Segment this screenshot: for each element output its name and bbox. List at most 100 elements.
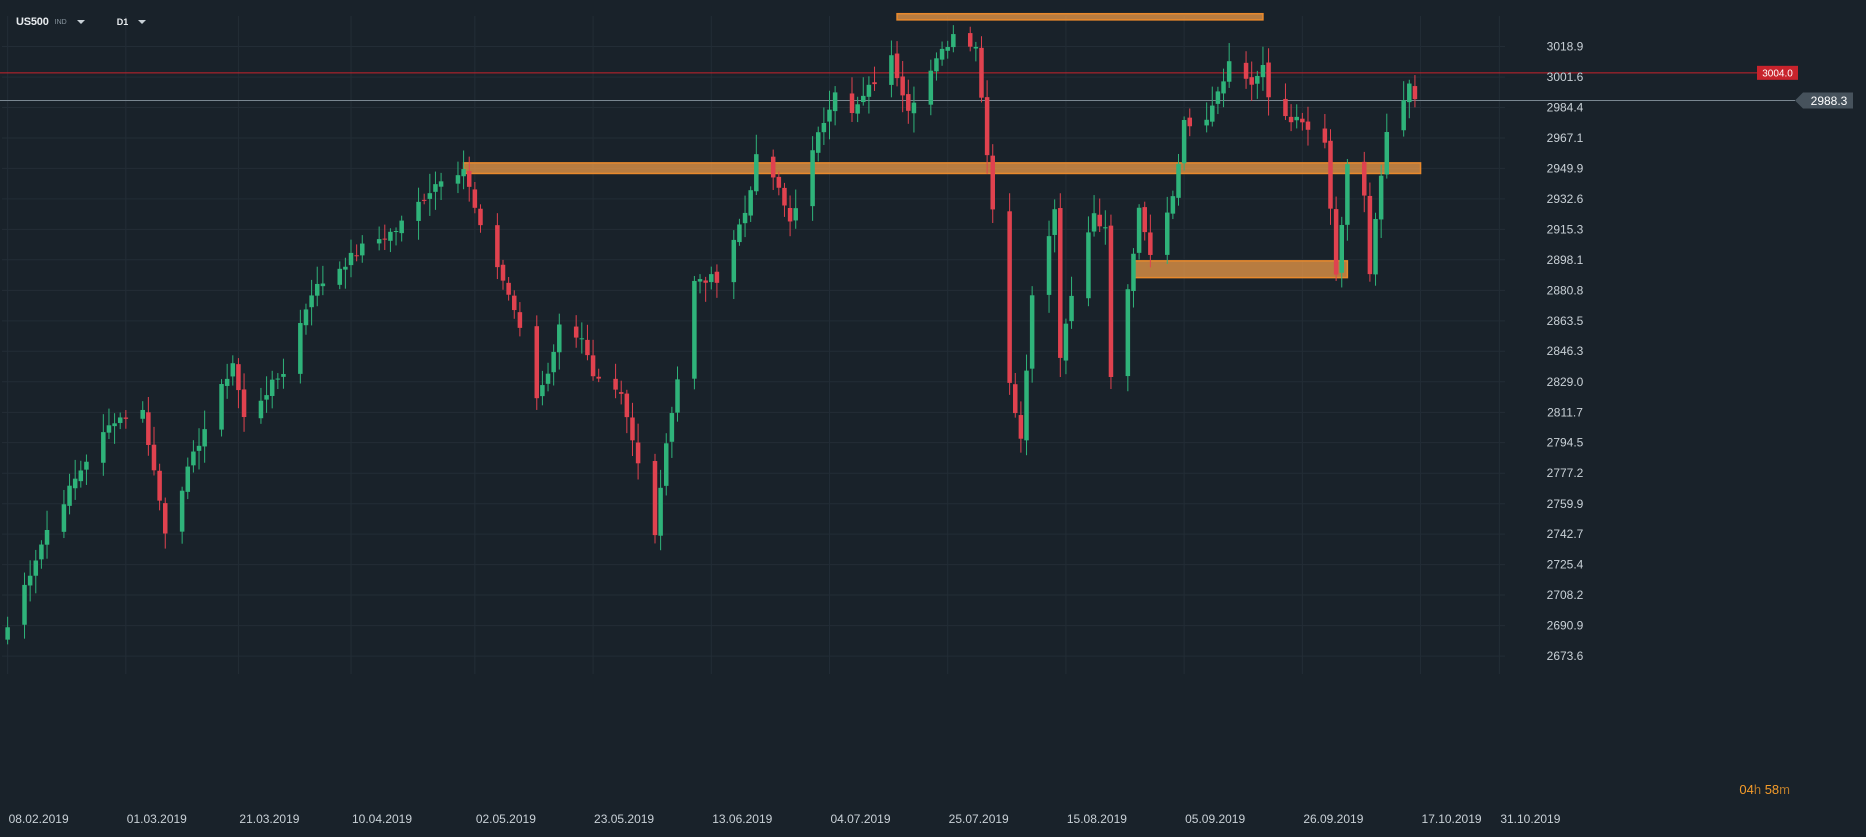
- y-tick-label: 2794.5: [1547, 436, 1584, 450]
- candle-up: [1029, 295, 1035, 369]
- candle-up: [1024, 370, 1029, 441]
- candle-up: [1125, 289, 1131, 377]
- candlesticks: [5, 25, 1418, 645]
- candle-up: [692, 280, 697, 379]
- candle-up: [320, 283, 326, 287]
- x-tick-label: 31.10.2019: [1500, 812, 1560, 826]
- candle-up: [202, 429, 207, 447]
- candle-up: [438, 181, 444, 187]
- candle-up: [191, 451, 196, 466]
- candle-up: [258, 400, 264, 419]
- countdown-minutes: 58: [1764, 782, 1780, 797]
- candle-up: [179, 490, 185, 532]
- candle-up: [669, 413, 675, 442]
- candle-down: [1283, 98, 1288, 117]
- candle-up: [545, 373, 551, 384]
- candle-down: [849, 93, 855, 114]
- candle-up: [196, 445, 202, 451]
- price-labels: 3004.0 2988.3: [1757, 65, 1853, 109]
- candle-up: [224, 378, 230, 386]
- candle-up: [33, 560, 39, 576]
- candle-down: [596, 376, 601, 379]
- candle-down: [630, 417, 635, 441]
- symbol-name[interactable]: US500: [16, 16, 49, 28]
- timeframe-selector[interactable]: D1: [117, 17, 147, 27]
- y-tick-label: 2742.7: [1547, 527, 1584, 541]
- candle-down: [1322, 128, 1328, 143]
- y-axis: 2673.6 2690.9 2708.2 2725.4 2742.7 2759.9 2777…: [1547, 40, 1584, 664]
- instrument-type-badge: IND: [54, 18, 67, 26]
- candle-up: [84, 461, 89, 470]
- price-zone: [896, 12, 1264, 21]
- candle-down: [1305, 121, 1311, 130]
- candle-up: [748, 190, 753, 216]
- candle-up: [1069, 295, 1074, 322]
- price-zone: [1132, 260, 1349, 279]
- candle-down: [872, 82, 877, 85]
- candle-down: [967, 33, 973, 47]
- candle-down: [782, 187, 787, 206]
- candle-down: [1148, 232, 1153, 255]
- candle-up: [934, 58, 939, 72]
- candle-up: [821, 123, 827, 133]
- candle-up: [433, 184, 438, 192]
- candle-up: [230, 363, 236, 377]
- candle-down: [241, 389, 247, 418]
- candle-down: [590, 355, 596, 377]
- candle-down: [1187, 117, 1193, 127]
- candle-down: [635, 442, 641, 464]
- candle-up: [1136, 207, 1142, 253]
- candle-up: [264, 395, 269, 400]
- candle-down: [894, 53, 900, 79]
- current-price-label: 2988.3: [1811, 94, 1848, 108]
- candle-up: [455, 175, 461, 184]
- candle-up: [1294, 116, 1299, 121]
- y-tick-label: 2880.8: [1547, 283, 1584, 297]
- candle-up: [427, 193, 433, 199]
- x-tick-label: 25.07.2019: [949, 812, 1009, 826]
- candle-down: [517, 312, 523, 328]
- candle-up: [889, 55, 894, 85]
- chevron-down-icon[interactable]: [76, 20, 85, 24]
- candle-down: [1007, 211, 1012, 383]
- countdown-minutes-unit: m: [1779, 782, 1790, 797]
- timeframe-label: D1: [116, 17, 129, 27]
- candle-down: [151, 444, 157, 471]
- y-tick-label: 2725.4: [1547, 558, 1584, 572]
- candle-up: [461, 169, 466, 177]
- y-tick-label: 2898.1: [1547, 253, 1584, 267]
- y-tick-label: 2949.9: [1547, 161, 1584, 175]
- candle-up: [754, 154, 759, 192]
- candle-down: [157, 470, 162, 501]
- candle-down: [123, 417, 129, 419]
- candle-down: [1142, 207, 1147, 233]
- y-tick-label: 2915.3: [1547, 222, 1584, 236]
- candle-down: [585, 339, 590, 356]
- candle-up: [866, 84, 872, 97]
- candle-down: [1249, 77, 1254, 85]
- candle-up: [1407, 83, 1412, 103]
- candle-up: [861, 95, 866, 103]
- candle-up: [793, 208, 798, 221]
- candle-down: [984, 97, 990, 156]
- candle-down: [624, 393, 630, 418]
- candle-up: [309, 295, 314, 308]
- candle-up: [44, 529, 50, 545]
- candle-up: [1226, 61, 1232, 82]
- y-tick-label: 2811.7: [1547, 405, 1583, 419]
- toolbar: US500 IND D1: [16, 13, 147, 31]
- candle-up: [928, 70, 934, 105]
- x-tick-label: 13.06.2019: [712, 812, 772, 826]
- candle-up: [810, 150, 815, 207]
- candle-down: [787, 207, 793, 222]
- x-tick-label: 10.04.2019: [352, 812, 412, 826]
- candle-down: [1058, 208, 1063, 358]
- x-tick-label: 08.02.2019: [9, 812, 69, 826]
- current-price-tag: [1795, 92, 1853, 109]
- y-tick-label: 2777.2: [1547, 466, 1584, 480]
- candle-up: [675, 379, 680, 413]
- candle-up: [1086, 232, 1091, 299]
- y-tick-label: 2932.6: [1547, 192, 1584, 206]
- candle-down: [618, 392, 624, 394]
